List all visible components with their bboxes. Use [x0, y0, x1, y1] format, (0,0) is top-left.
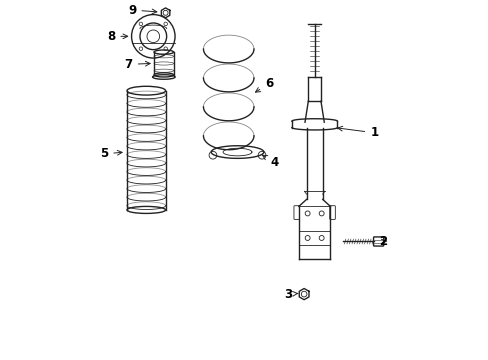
Text: 7: 7: [124, 58, 150, 71]
Text: 9: 9: [128, 4, 157, 17]
Text: 1: 1: [337, 126, 378, 139]
Text: 5: 5: [100, 147, 122, 160]
Text: 2: 2: [378, 235, 386, 248]
Text: 4: 4: [262, 155, 278, 169]
Text: 8: 8: [107, 30, 127, 43]
Text: 3: 3: [284, 288, 297, 301]
Text: 6: 6: [255, 77, 273, 92]
